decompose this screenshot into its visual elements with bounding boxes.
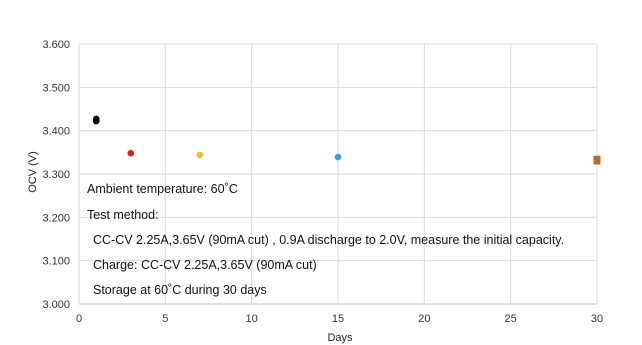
y-tick-label: 3.400 xyxy=(42,126,70,138)
data-point xyxy=(92,117,100,125)
data-point xyxy=(593,157,601,165)
x-tick-label: 10 xyxy=(246,313,258,325)
data-points xyxy=(92,115,601,165)
x-tick-label: 20 xyxy=(418,313,430,325)
x-tick-label: 30 xyxy=(591,313,603,325)
data-point xyxy=(196,151,204,159)
data-point xyxy=(334,153,342,161)
y-tick-label: 3.500 xyxy=(42,82,70,94)
annotation-ambient: Ambient temperature: 60˚C xyxy=(87,182,238,196)
y-tick-label: 3.000 xyxy=(42,299,70,311)
gridlines xyxy=(79,43,598,304)
y-axis-label: OCV (V) xyxy=(27,151,39,193)
annotation-storage: Storage at 60˚C during 30 days xyxy=(93,283,267,297)
tick-labels: 3.000 3.100 3.200 3.300 3.400 3.500 3.600 0 5 10 1… xyxy=(42,39,603,325)
x-tick-label: 5 xyxy=(162,313,168,325)
x-axis-label: Days xyxy=(327,332,353,344)
y-tick-label: 3.300 xyxy=(42,169,70,181)
annotation-test-method: Test method: xyxy=(87,208,159,222)
axes xyxy=(78,44,597,305)
x-tick-label: 25 xyxy=(505,313,517,325)
y-tick-label: 3.100 xyxy=(42,256,70,268)
annotation-charge: Charge: CC-CV 2.25A,3.65V (90mA cut) xyxy=(93,258,317,272)
data-point xyxy=(127,149,135,157)
y-tick-label: 3.200 xyxy=(42,212,70,224)
x-tick-label: 15 xyxy=(332,313,344,325)
x-tick-label: 0 xyxy=(76,313,82,325)
annotation-cc-cv: CC-CV 2.25A,3.65V (90mA cut) , 0.9A disc… xyxy=(93,233,565,247)
y-tick-label: 3.600 xyxy=(42,39,70,51)
